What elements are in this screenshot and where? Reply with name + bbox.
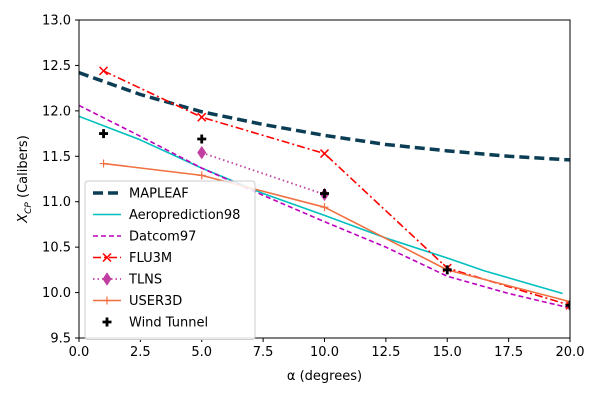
axes: 0.0 2.5 5.0 7.5 10.0 12.5 15.0 17.5 20.0 9.5 10.0 1…	[16, 14, 584, 385]
data-point-flu3m	[565, 300, 570, 310]
x-axis-label: α (degrees)	[287, 369, 362, 384]
legend-entry-mapleaf: MAPLEAF	[93, 187, 189, 202]
data-point-flu3m	[99, 66, 109, 76]
x-tick-label: 10.0	[310, 345, 339, 360]
plot-area	[79, 66, 570, 310]
series-aeroprediction98	[79, 115, 563, 295]
legend-label-wind-tunnel: Wind Tunnel	[129, 316, 208, 331]
data-point-user3d	[320, 203, 329, 212]
data-point-user3d	[99, 159, 108, 168]
data-point-user3d	[566, 297, 570, 306]
legend-entry-datcom97: Datcom97	[93, 230, 196, 245]
data-point-wind-tunnel	[320, 189, 329, 199]
x-tick-label: 0.0	[69, 345, 90, 360]
legend-entry-flu3m: FLU3M	[93, 251, 172, 266]
x-tick-label: 7.5	[253, 345, 274, 360]
data-point-tlns	[197, 145, 207, 160]
legend: MAPLEAF Aeroprediction98 Datcom97 FLU3M TLNS…	[84, 180, 256, 340]
y-tick-label: 12.0	[42, 104, 71, 119]
data-point-flu3m	[319, 149, 330, 159]
data-point-flu3m	[197, 112, 207, 122]
legend-label-aeroprediction98: Aeroprediction98	[129, 208, 240, 223]
series-line-aeroprediction98	[79, 115, 563, 295]
legend-entry-wind-tunnel: Wind Tunnel	[102, 316, 208, 331]
legend-marker-wind-tunnel	[102, 317, 112, 327]
y-axis-label: XCP (Calibers)	[16, 135, 34, 224]
legend-label-tlns: TLNS	[128, 273, 162, 288]
legend-entry-tlns: TLNS	[93, 272, 162, 288]
legend-label-user3d: USER3D	[129, 294, 182, 309]
legend-marker-flu3m	[102, 252, 112, 263]
x-tick-label: 2.5	[130, 345, 151, 360]
y-tick-label: 9.5	[50, 332, 71, 347]
legend-marker-user3d	[103, 296, 111, 305]
legend-marker-tlns	[102, 272, 112, 286]
y-tick-label: 10.0	[42, 286, 71, 301]
data-point-wind-tunnel	[197, 134, 207, 144]
series-wind-tunnel	[99, 129, 570, 310]
y-tick-label: 10.5	[42, 241, 71, 256]
data-point-wind-tunnel	[442, 265, 452, 275]
legend-label-flu3m: FLU3M	[129, 251, 172, 266]
data-point-user3d	[197, 171, 206, 180]
legend-box	[84, 180, 256, 340]
x-tick-label: 12.5	[371, 345, 400, 360]
x-tick-label: 17.5	[494, 345, 523, 360]
legend-entry-user3d: USER3D	[93, 294, 182, 309]
x-tick-label: 15.0	[433, 345, 462, 360]
series-line-tlns	[201, 151, 325, 196]
legend-label-datcom97: Datcom97	[129, 230, 196, 245]
x-tick-label: 20.0	[556, 345, 585, 360]
series-datcom97	[79, 104, 570, 309]
y-tick-label: 12.5	[42, 59, 71, 74]
legend-label-mapleaf: MAPLEAF	[129, 187, 189, 202]
x-tick-label: 5.0	[191, 345, 212, 360]
y-tick-label: 11.0	[42, 195, 71, 210]
data-point-wind-tunnel	[565, 300, 570, 310]
y-tick-label: 11.5	[42, 150, 71, 165]
data-point-wind-tunnel	[99, 129, 109, 139]
legend-entry-aeroprediction98: Aeroprediction98	[93, 208, 240, 223]
y-tick-label: 13.0	[42, 14, 71, 29]
series-line-datcom97	[79, 104, 570, 309]
